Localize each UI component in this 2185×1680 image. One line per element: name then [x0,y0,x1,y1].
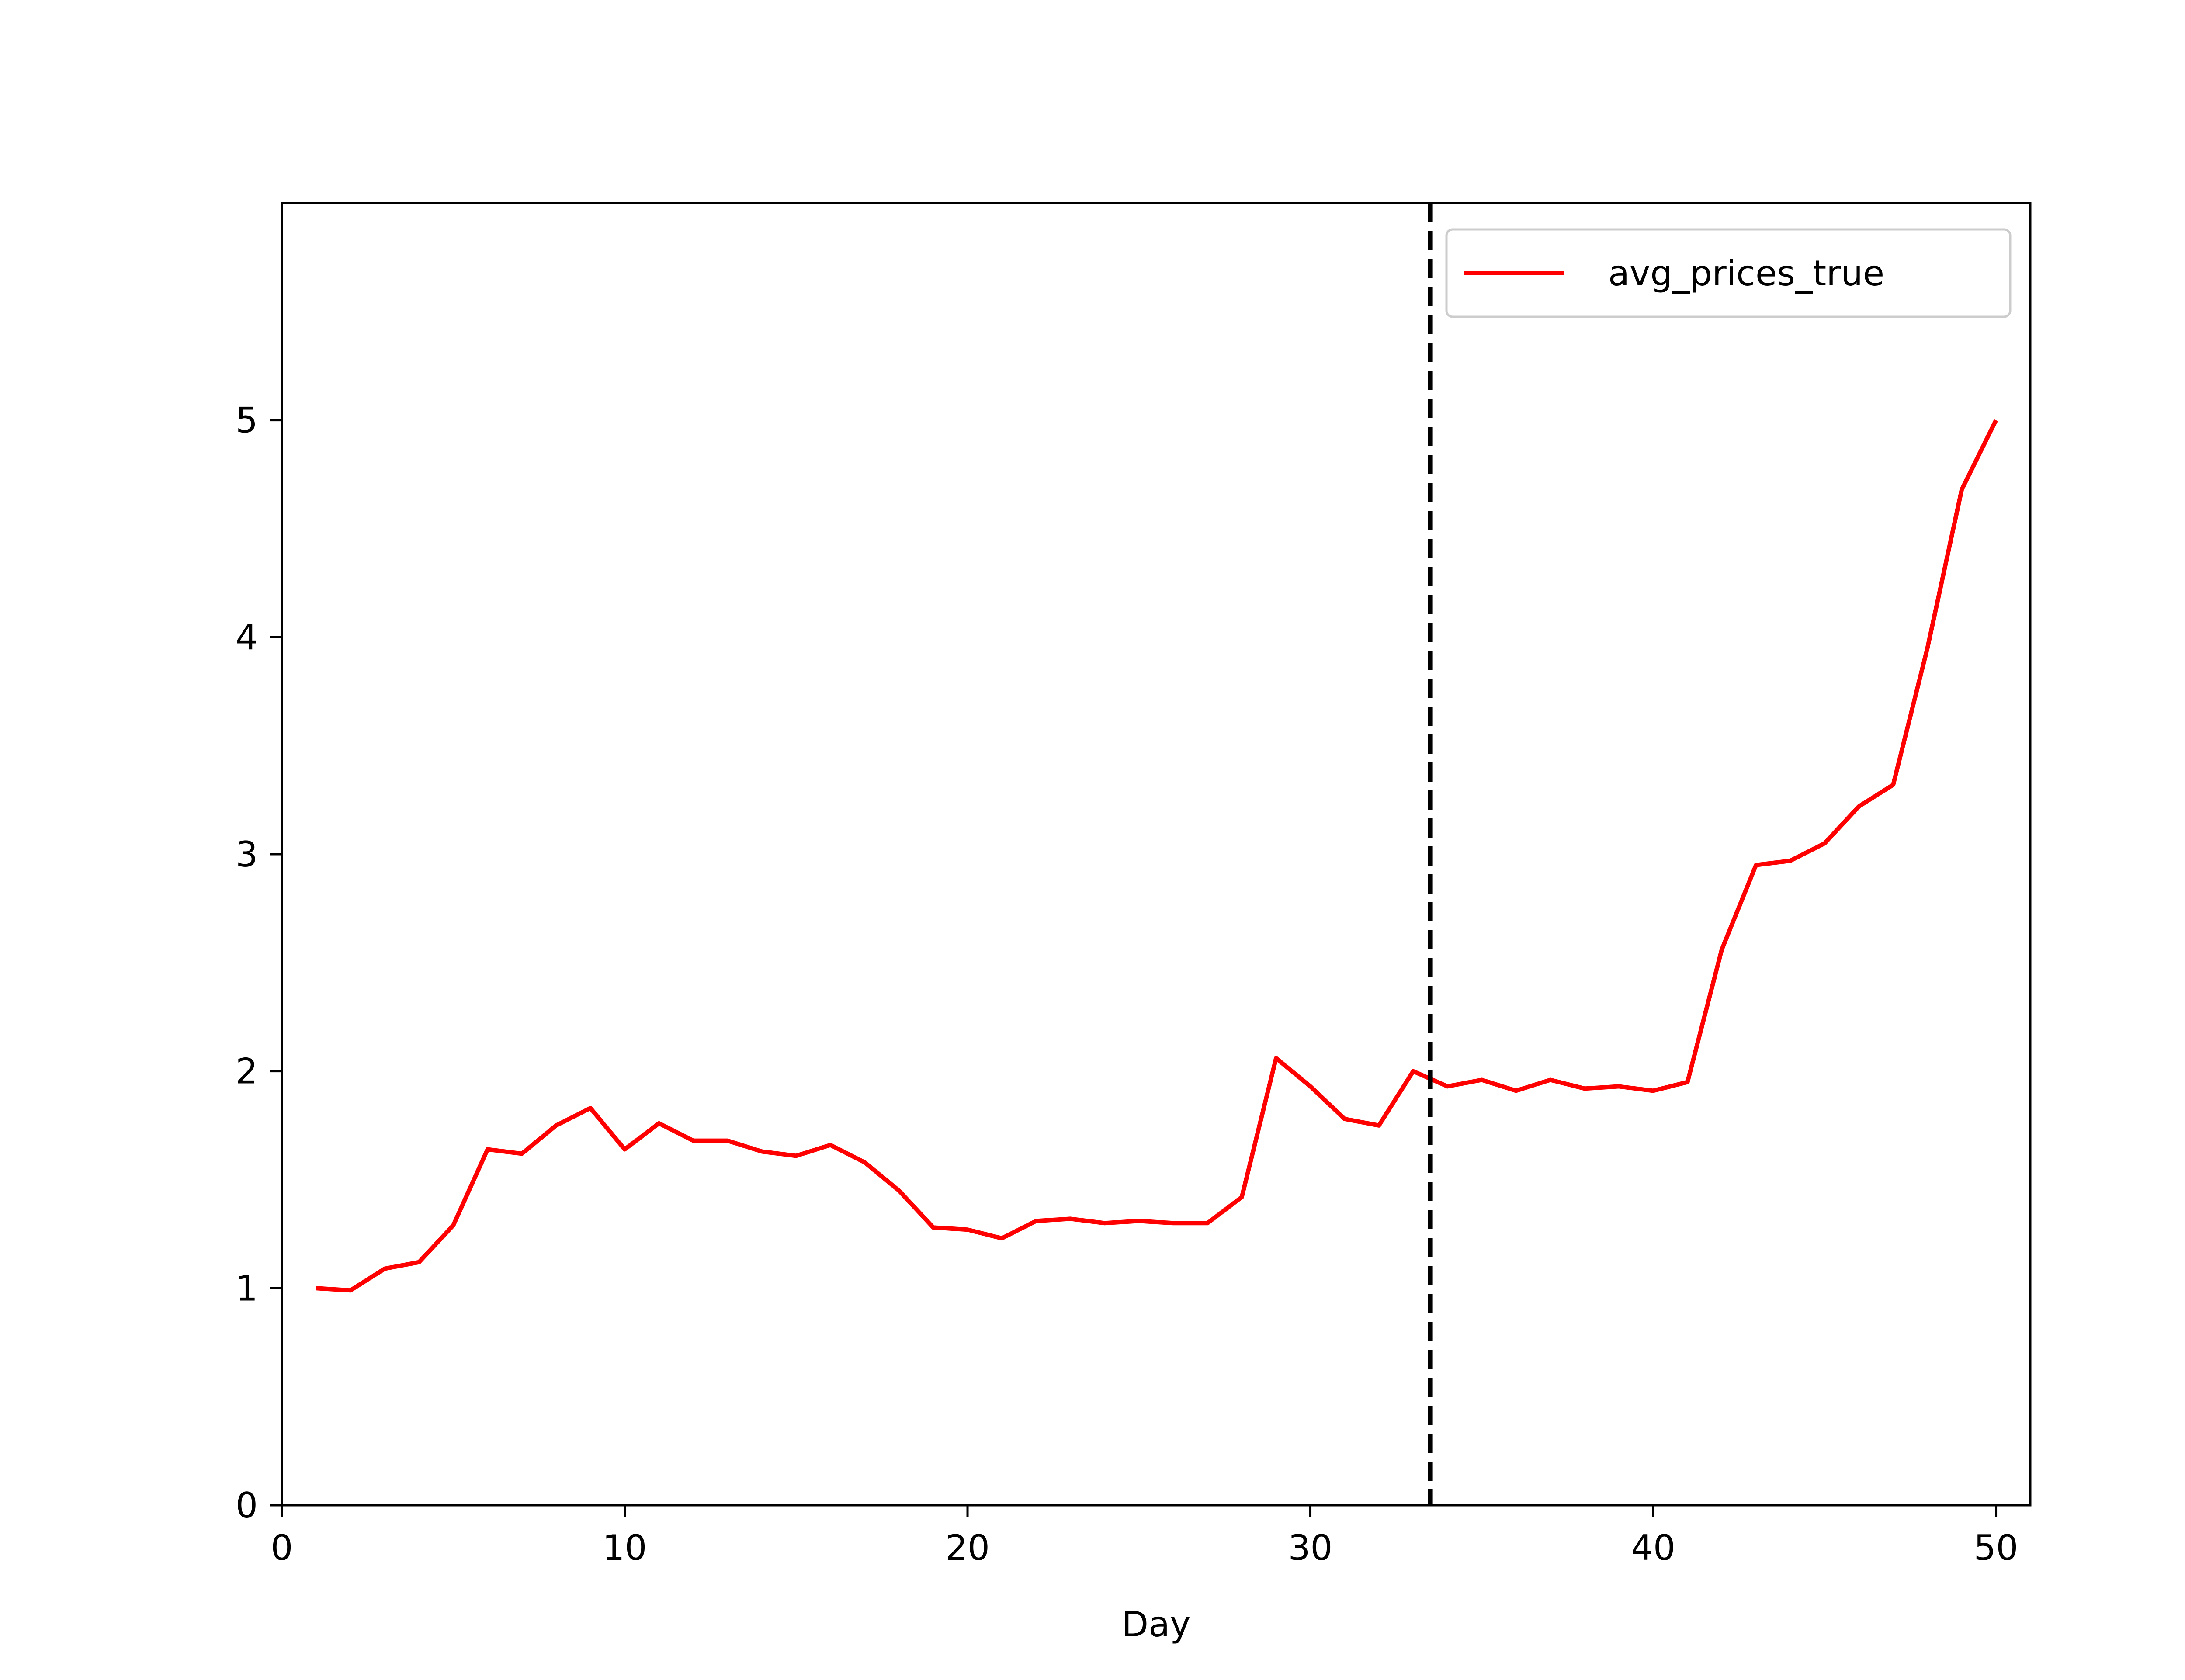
data-point [1275,1057,1277,1060]
data-point [1720,949,1723,951]
data-point [1960,488,1963,491]
data-point [1000,1237,1003,1240]
data-point [1926,647,1929,649]
data-point [932,1226,935,1229]
legend-label: avg_prices_true [1608,253,1884,294]
x-tick-label: 20 [945,1528,990,1568]
data-point [1446,1085,1449,1088]
series-line-avg_prices_true [316,419,1998,1293]
data-point [1069,1217,1072,1220]
data-point [1995,419,1998,422]
x-tick-label: 10 [603,1528,647,1568]
data-point [555,1124,558,1127]
data-point [1035,1219,1037,1222]
data-point [1652,1089,1654,1092]
data-point [1103,1222,1106,1224]
data-point [1618,1085,1620,1088]
plot-area [315,203,1998,1505]
data-point [383,1268,386,1270]
y-tick-label: 2 [236,1051,258,1092]
data-point [486,1148,489,1150]
legend: avg_prices_true [1445,228,2012,318]
data-point [829,1144,832,1147]
data-point [1343,1118,1346,1120]
data-point [1412,1070,1415,1073]
y-tick-label: 1 [236,1268,258,1309]
data-point [1858,805,1860,808]
x-tick-label: 30 [1288,1528,1333,1568]
data-point [1515,1089,1517,1092]
data-point [1206,1222,1209,1224]
data-point [1481,1079,1483,1081]
data-point [1138,1219,1140,1222]
data-point [864,1161,866,1164]
data-point [1789,859,1792,862]
data-point [692,1140,694,1142]
data-point [658,1122,660,1125]
data-point [1377,1124,1380,1127]
y-tick-label: 0 [236,1485,258,1526]
data-point [1309,1085,1312,1088]
data-point [1686,1081,1689,1084]
data-point [520,1152,523,1155]
data-point [418,1261,420,1264]
data-point [966,1228,969,1231]
data-point [1892,783,1894,786]
data-point [795,1154,798,1157]
data-point [1549,1079,1552,1081]
x-tick-label: 40 [1631,1528,1675,1568]
data-point [315,1287,317,1289]
data-point [898,1189,900,1192]
data-point [452,1224,454,1226]
y-tick-label: 5 [236,400,258,441]
y-tick-label: 4 [236,617,258,658]
data-point [726,1140,729,1142]
data-point [1241,1196,1243,1199]
data-point [589,1107,592,1109]
y-tick-label: 3 [236,834,258,875]
legend-box [1445,228,2012,318]
x-axis-label: Day [1122,1604,1191,1645]
x-tick-label: 0 [271,1528,293,1568]
data-point [1172,1222,1175,1224]
x-tick-label: 50 [1974,1528,2019,1568]
data-point [624,1148,626,1150]
axis-ticks: 0 10 20 30 40 50 0 1 2 3 4 5 [236,400,2018,1568]
data-point [1823,842,1826,845]
data-point [349,1289,352,1292]
data-point [1583,1087,1586,1090]
data-point [760,1150,763,1153]
data-point [1755,864,1757,866]
